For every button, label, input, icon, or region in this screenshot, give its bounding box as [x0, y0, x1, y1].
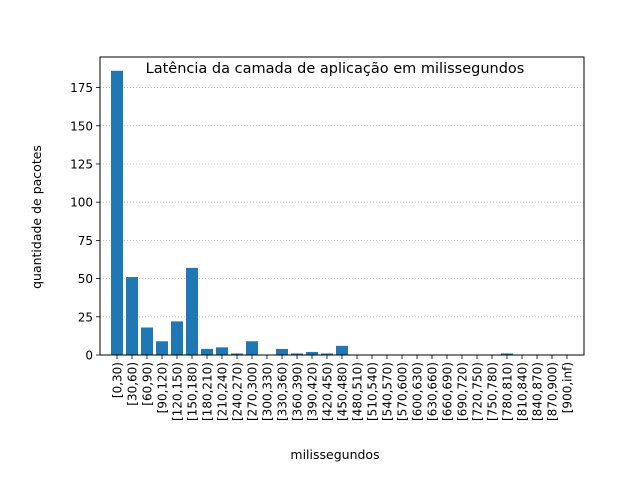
- x-tick-label: [180,210): [201, 362, 215, 421]
- chart-title: Latência da camada de aplicação em milis…: [146, 61, 525, 77]
- x-tick-label: [480,510): [351, 362, 365, 421]
- x-tick-label: [600,630): [411, 362, 425, 421]
- x-tick-label: [210,240): [216, 362, 230, 421]
- x-tick-label: [570,600): [396, 362, 410, 421]
- plot-frame: [99, 56, 585, 356]
- bar: [156, 341, 168, 355]
- bar: [276, 348, 288, 355]
- x-tick-label: [360,390): [291, 362, 305, 421]
- bar: [291, 353, 303, 355]
- x-tick-label: [390,420): [306, 362, 320, 421]
- bar: [111, 70, 123, 355]
- x-tick-label: [60,90): [141, 362, 155, 406]
- x-tick-label: [780,810): [501, 362, 515, 421]
- y-tick-label: 50: [78, 272, 93, 286]
- x-tick-label: [870,900): [546, 362, 560, 421]
- x-tick-label: [720,750): [471, 362, 485, 421]
- x-tick-label: [0,30): [111, 362, 125, 398]
- x-tick-label: [450,480): [336, 362, 350, 421]
- bar: [171, 321, 183, 355]
- x-tick-label: [90,120): [156, 362, 170, 413]
- x-tick-label: [240,270): [231, 362, 245, 421]
- bar: [126, 277, 138, 355]
- y-tick-label: 0: [85, 349, 93, 363]
- y-axis-label: quantidade de pacotes: [29, 145, 44, 289]
- bar: [141, 327, 153, 355]
- bar: [216, 347, 228, 355]
- x-tick-label: [300,330): [261, 362, 275, 421]
- bar: [231, 353, 243, 355]
- y-tick-label: 150: [70, 119, 93, 133]
- x-tick-label: [690,720): [456, 362, 470, 421]
- x-tick-label: [270,300): [246, 362, 260, 421]
- bar: [201, 348, 213, 355]
- x-tick-label: [30,60): [126, 362, 140, 406]
- y-tick-label: 100: [70, 196, 93, 210]
- x-tick-label: [900,inf): [561, 362, 575, 413]
- x-tick-label: [330,360): [276, 362, 290, 421]
- x-tick-label: [540,570): [381, 362, 395, 421]
- x-tick-label: [840,870): [531, 362, 545, 421]
- x-tick-label: [750,780): [486, 362, 500, 421]
- x-tick-label: [630,660): [426, 362, 440, 421]
- bar: [186, 267, 198, 355]
- gridlines: [100, 87, 584, 356]
- x-axis: [0,30) [30,60) [60,90) [90,120) [120,150) [15…: [111, 355, 575, 421]
- bar: [306, 351, 318, 355]
- x-tick-label: [420,450): [321, 362, 335, 421]
- bar: [501, 353, 513, 355]
- bars: [111, 70, 513, 355]
- x-axis-label: milissegundos: [290, 447, 379, 462]
- bar: [321, 353, 333, 355]
- x-tick-label: [510,540): [366, 362, 380, 421]
- y-axis: 0 25 50 75 100 125 150 175: [70, 81, 100, 363]
- x-tick-label: [810,840): [516, 362, 530, 421]
- y-tick-label: 125: [70, 157, 93, 171]
- x-tick-label: [150,180): [186, 362, 200, 421]
- x-tick-label: [660,690): [441, 362, 455, 421]
- x-tick-label: [120,150): [171, 362, 185, 421]
- bar: [336, 345, 348, 355]
- bar: [246, 341, 258, 355]
- y-tick-label: 75: [78, 234, 93, 248]
- y-tick-label: 25: [78, 310, 93, 324]
- y-tick-label: 175: [70, 81, 93, 95]
